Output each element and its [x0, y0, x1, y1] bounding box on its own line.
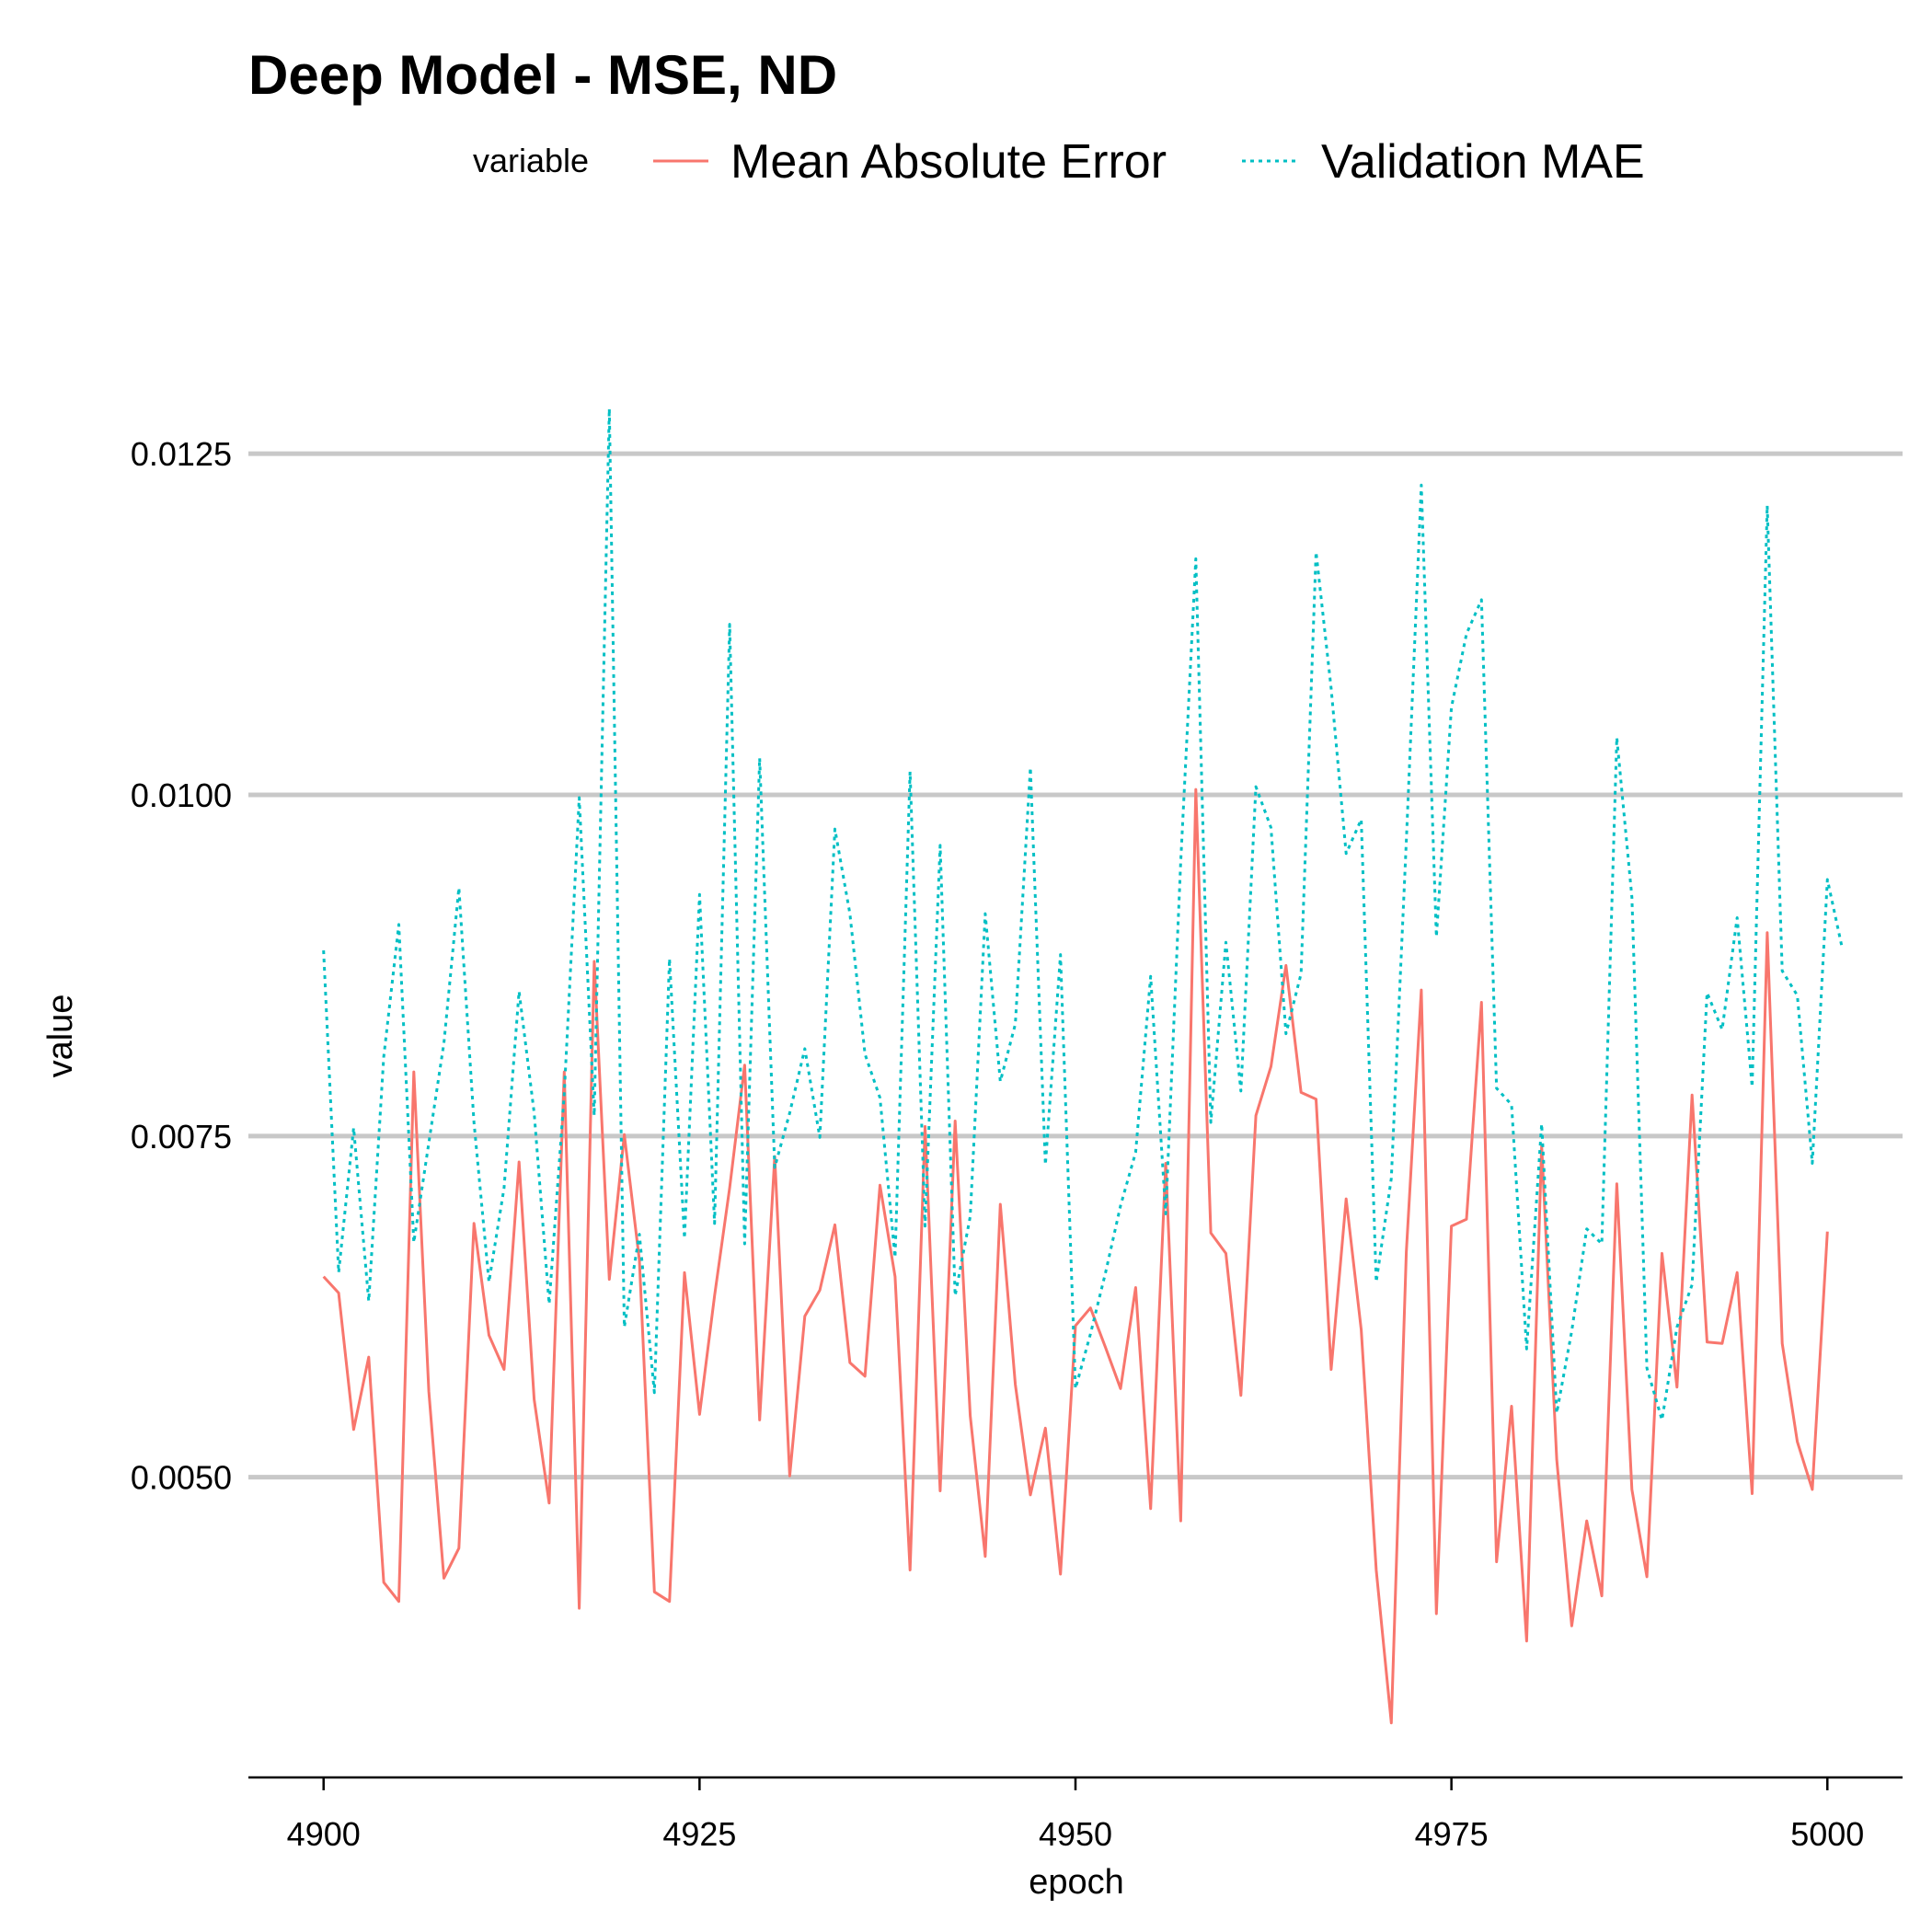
x-axis-label: epoch — [1029, 1863, 1124, 1902]
x-axis-ticks: 4900 4925 4950 4975 5000 — [287, 1777, 1864, 1853]
y-tick-label-0-0050: 0.0050 — [131, 1459, 232, 1497]
x-tick-label-4925: 4925 — [662, 1815, 736, 1853]
chart-title: Deep Model - MSE, ND — [248, 44, 837, 106]
legend: variable Mean Absolute Error Validation … — [473, 135, 1645, 189]
gridlines — [248, 451, 1903, 1480]
legend-label-mean-absolute-error: Mean Absolute Error — [730, 135, 1167, 189]
y-tick-label-0-0125: 0.0125 — [131, 435, 232, 473]
y-tick-label-0-0075: 0.0075 — [131, 1118, 232, 1156]
y-tick-label-0-0100: 0.0100 — [131, 776, 232, 814]
x-tick-label-4950: 4950 — [1039, 1815, 1112, 1853]
series-lines — [322, 407, 1845, 1725]
y-axis-label: value — [41, 995, 80, 1078]
series-line-validation-mae — [322, 407, 1845, 1421]
x-tick-label-4975: 4975 — [1415, 1815, 1489, 1853]
x-tick-label-5000: 5000 — [1790, 1815, 1864, 1853]
series-line-mean-absolute-error — [322, 788, 1829, 1725]
legend-title: variable — [473, 142, 589, 179]
legend-label-validation-mae: Validation MAE — [1321, 135, 1645, 189]
x-tick-label-4900: 4900 — [287, 1815, 361, 1853]
y-axis-ticks: 0.0050 0.0075 0.0100 0.0125 — [131, 435, 232, 1497]
